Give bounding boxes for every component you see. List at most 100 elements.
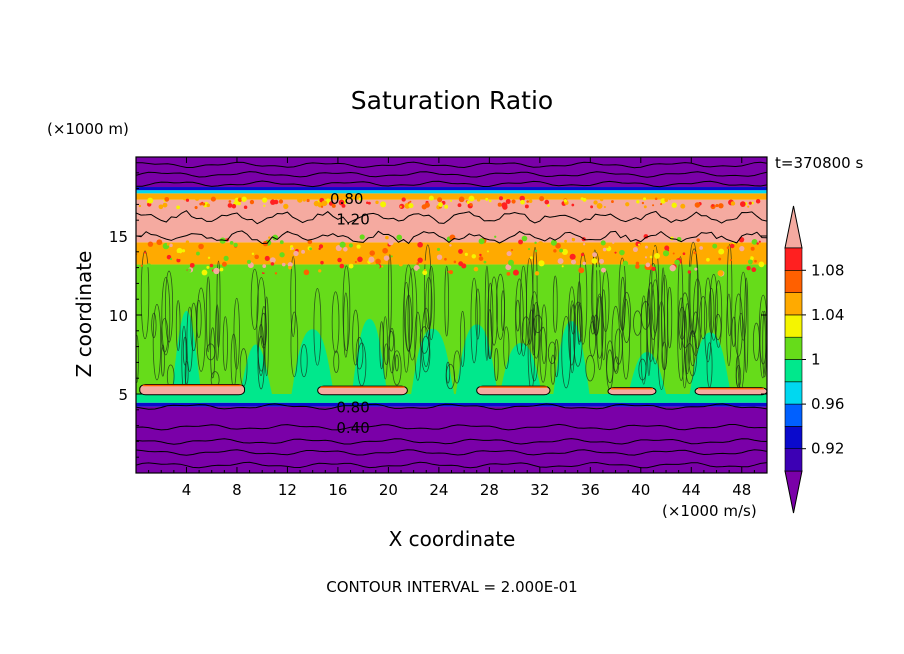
- cloud-streak: [161, 277, 171, 356]
- cloud-streak: [421, 335, 431, 373]
- cloud-streak: [714, 313, 722, 341]
- speckle: [155, 250, 161, 255]
- contour-label-1: 1.20: [336, 211, 369, 229]
- speckle: [750, 246, 755, 251]
- speckle: [603, 206, 606, 209]
- band-9: [136, 157, 767, 188]
- speckle: [357, 256, 363, 263]
- speckle: [278, 199, 284, 204]
- cloud-streak: [532, 302, 541, 359]
- speckle: [229, 241, 234, 245]
- cloud-streak: [735, 355, 740, 387]
- speckle: [669, 264, 676, 272]
- speckle: [274, 272, 278, 275]
- speckle: [537, 241, 544, 247]
- speckle: [580, 197, 584, 201]
- speckle: [338, 199, 345, 206]
- speckle: [505, 199, 511, 204]
- cloud-streak: [355, 337, 364, 370]
- speckle: [561, 265, 564, 268]
- x-tick-label: 36: [581, 481, 600, 499]
- cloud-streak: [578, 252, 588, 345]
- speckle: [307, 239, 313, 245]
- speckle: [510, 248, 514, 252]
- chart-title: Saturation Ratio: [350, 86, 554, 115]
- cloud-streak: [490, 276, 498, 346]
- speckle: [185, 240, 190, 244]
- cloud-streak: [392, 350, 402, 386]
- speckle: [671, 202, 677, 208]
- speckle: [231, 203, 237, 209]
- cloud-streak: [222, 316, 228, 371]
- x-tick-label: 48: [732, 481, 751, 499]
- cloud-streak: [383, 343, 390, 365]
- contour-label-0: 0.80: [330, 190, 363, 208]
- cloud-streak: [423, 244, 432, 339]
- x-tick-label: 8: [232, 481, 242, 499]
- time-label: t=370800 s: [775, 154, 864, 172]
- speckle: [189, 262, 195, 268]
- speckle: [729, 259, 732, 262]
- cloud-streak: [501, 290, 505, 332]
- speckle: [221, 261, 227, 267]
- cloud-streak: [688, 241, 699, 337]
- speckle: [706, 257, 710, 262]
- colorbar-segment: [784, 359, 803, 383]
- speckle: [602, 247, 607, 252]
- speckle: [385, 235, 389, 240]
- speckle: [754, 264, 758, 268]
- speckle: [643, 205, 647, 209]
- speckle: [261, 266, 268, 273]
- speckle: [494, 235, 497, 238]
- speckle: [288, 265, 292, 270]
- speckle: [436, 254, 443, 260]
- cloud-streak: [388, 330, 395, 352]
- cloud-streak: [257, 335, 265, 390]
- band-7: [136, 190, 767, 194]
- speckle: [398, 262, 403, 267]
- speckle: [583, 243, 586, 246]
- speckle: [645, 262, 651, 268]
- cloud-streak: [394, 354, 399, 372]
- speckle: [140, 264, 143, 267]
- cloud-streak: [693, 278, 702, 349]
- speckle: [643, 234, 649, 239]
- cloud-streak: [210, 327, 216, 379]
- speckle: [337, 257, 342, 263]
- speckle: [306, 198, 310, 203]
- speckle: [693, 251, 697, 255]
- speckle: [479, 253, 482, 257]
- speckle: [428, 195, 434, 201]
- cloud-streak: [403, 264, 414, 352]
- speckle: [649, 255, 653, 259]
- cloud-streak: [734, 293, 743, 357]
- speckle: [471, 254, 477, 259]
- speckle: [544, 199, 550, 205]
- contour-line: [136, 161, 767, 169]
- speckle: [619, 249, 625, 256]
- x-tick-label: 4: [182, 481, 192, 499]
- y-tick-label: 5: [118, 386, 128, 404]
- speckle: [518, 239, 523, 245]
- cloud-streak: [175, 300, 181, 352]
- speckle: [561, 248, 568, 256]
- speckle: [225, 236, 228, 239]
- speckle: [485, 197, 489, 201]
- speckle: [563, 199, 568, 203]
- speckle: [219, 237, 226, 244]
- patch-2: [476, 385, 551, 396]
- speckle: [571, 203, 575, 207]
- speckle: [366, 201, 369, 205]
- speckle: [593, 200, 598, 205]
- contour-label-2: 0.80: [336, 399, 369, 417]
- speckle: [210, 196, 216, 202]
- speckle: [592, 252, 597, 258]
- speckle: [169, 257, 173, 261]
- speckle: [654, 253, 660, 259]
- speckle: [506, 251, 512, 257]
- cloud-streak: [759, 310, 766, 379]
- speckle: [273, 199, 279, 205]
- speckle: [269, 257, 276, 264]
- x-axis-unit: (×1000 m/s): [662, 502, 757, 520]
- speckle: [758, 261, 765, 268]
